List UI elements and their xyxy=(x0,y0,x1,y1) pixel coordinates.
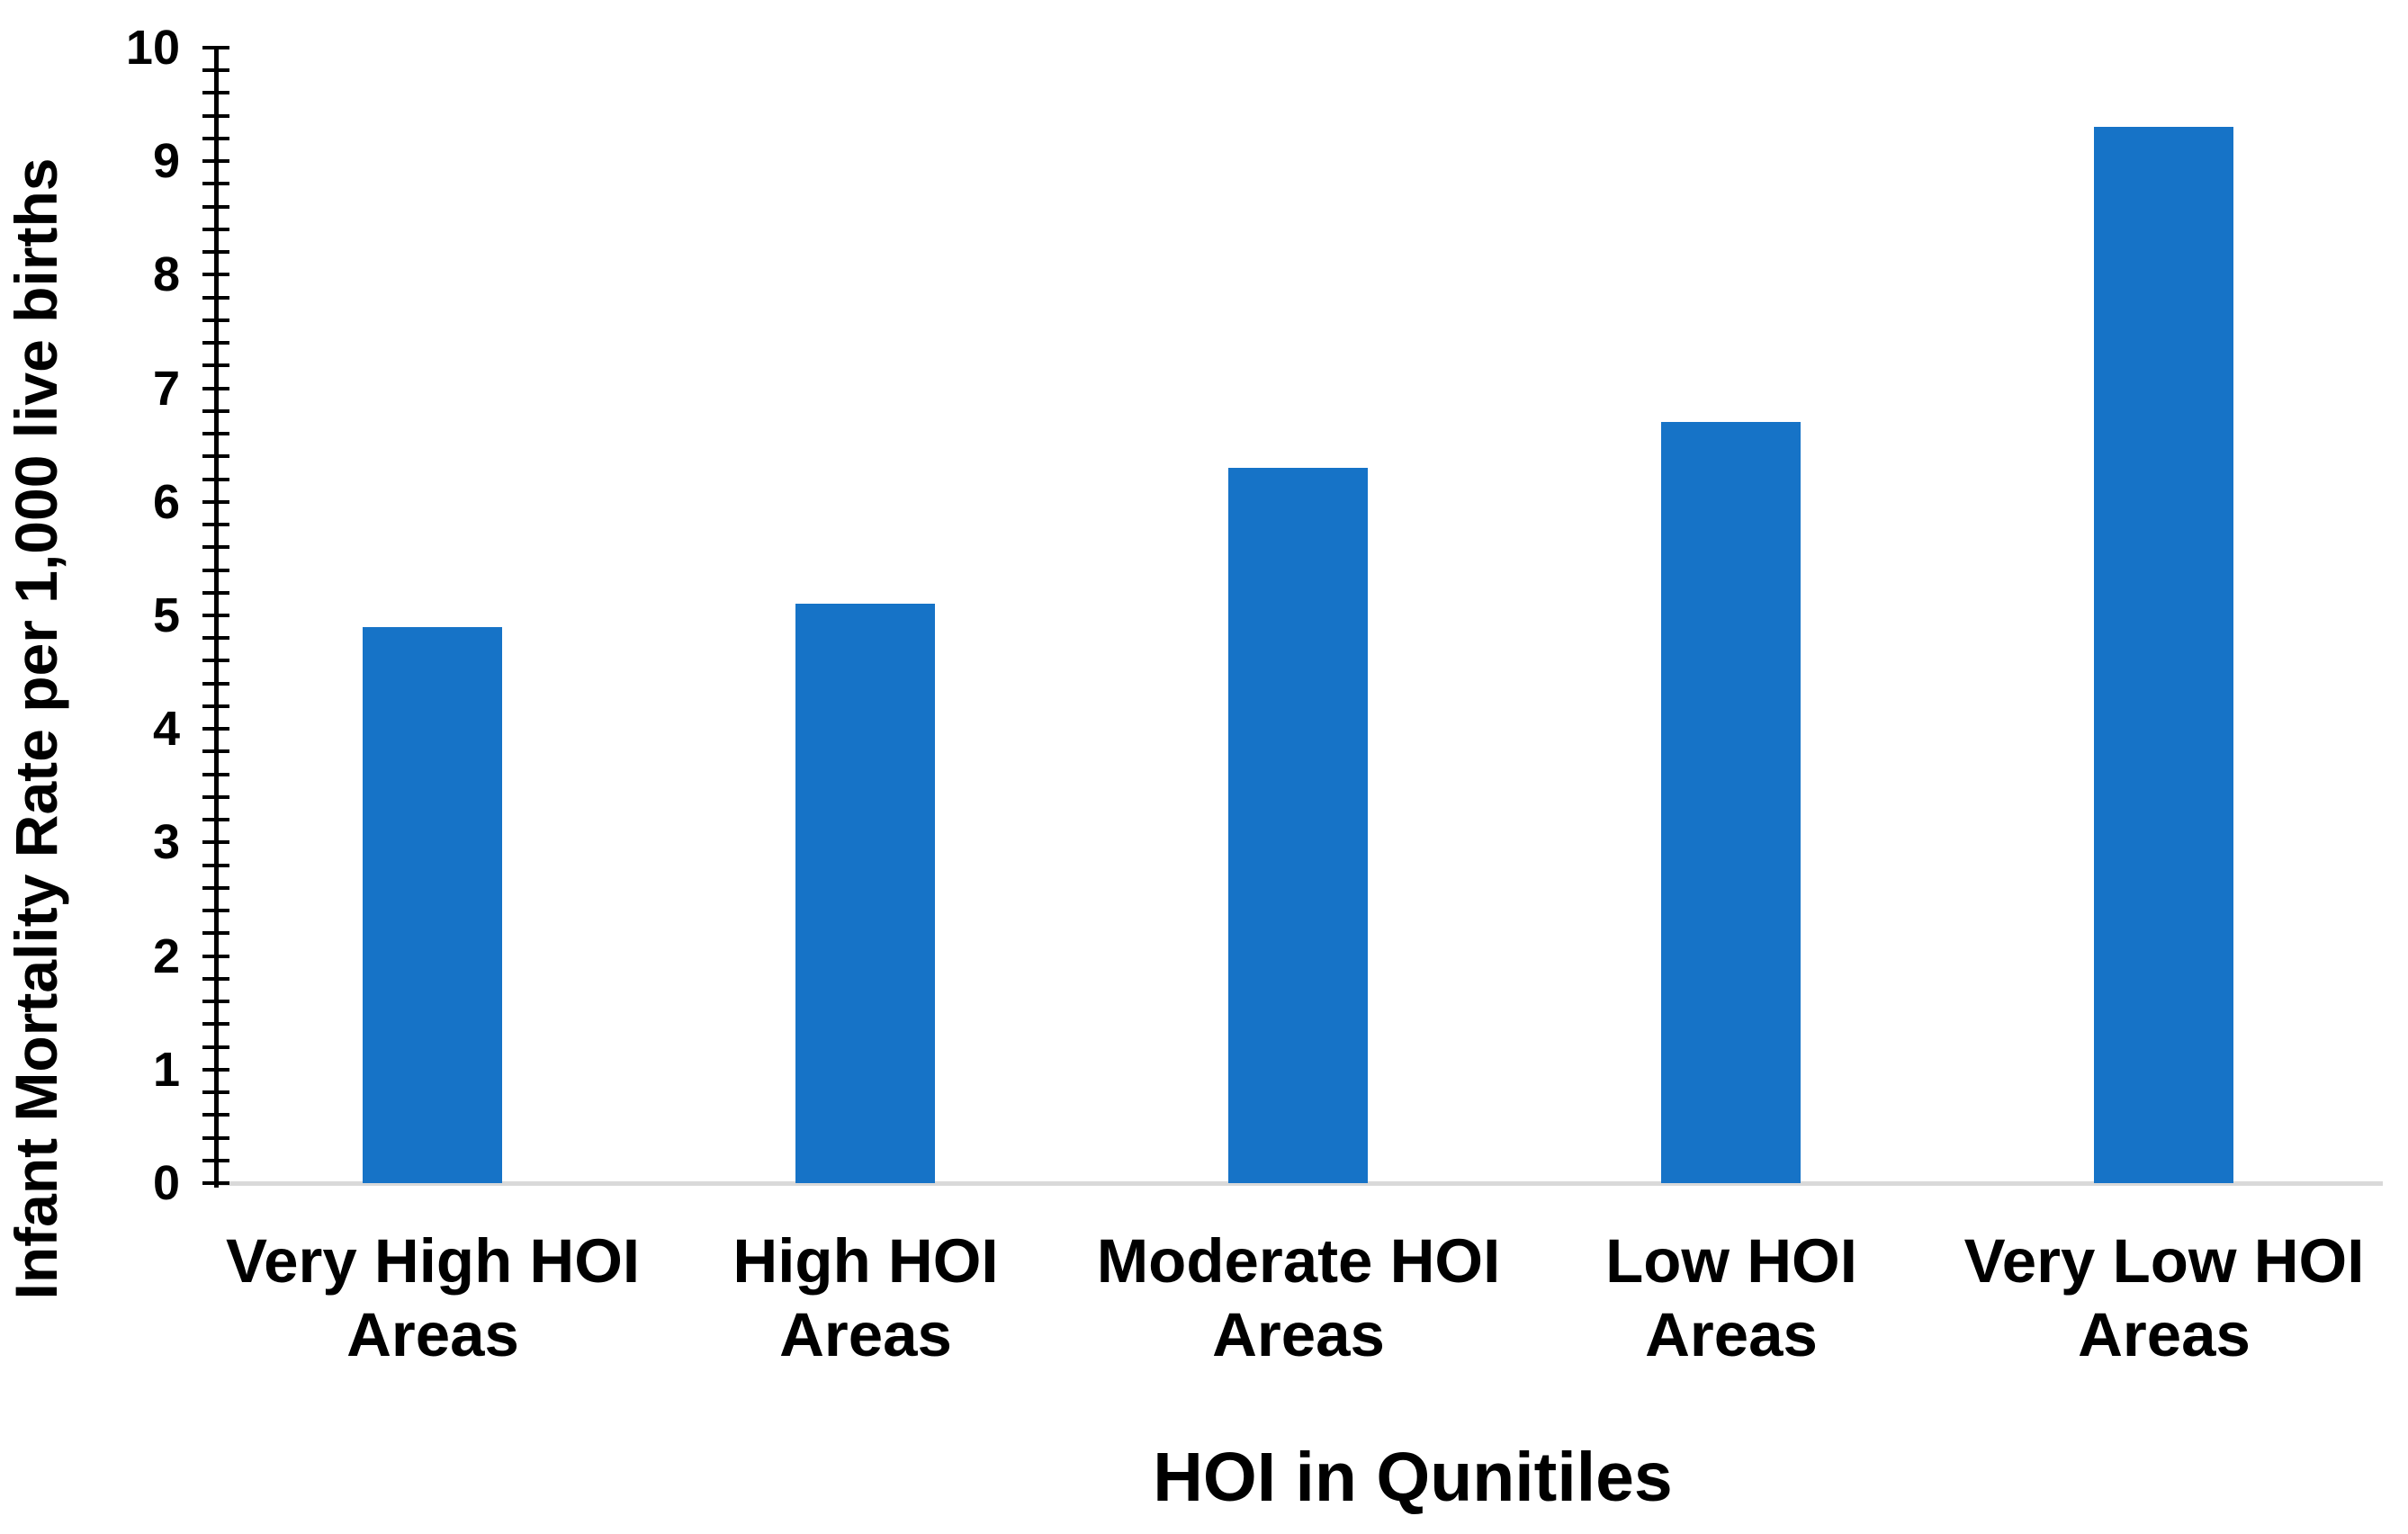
y-axis-tick xyxy=(202,273,229,277)
y-tick-label: 0 xyxy=(152,1156,180,1210)
y-axis-tick xyxy=(202,318,229,322)
y-axis-tick xyxy=(202,91,229,95)
x-category-label: Low HOI Areas xyxy=(1605,1226,1857,1369)
y-axis-tick xyxy=(202,954,229,958)
x-category-label: Moderate HOI Areas xyxy=(1096,1226,1501,1369)
y-axis-tick xyxy=(202,772,229,776)
y-axis-tick xyxy=(202,727,229,731)
y-axis-tick xyxy=(202,113,229,118)
y-tick-label: 8 xyxy=(152,247,180,302)
y-axis-tick xyxy=(202,1022,229,1027)
x-category-label: Very Low HOI Areas xyxy=(1963,1226,2365,1369)
y-axis-tick xyxy=(202,408,229,413)
x-axis-baseline xyxy=(216,1181,2383,1186)
y-axis-tick xyxy=(202,614,229,617)
y-axis-tick xyxy=(202,454,229,459)
y-axis-tick xyxy=(202,909,229,913)
y-axis-tick xyxy=(202,204,229,209)
y-axis-tick xyxy=(202,885,229,890)
y-axis-tick xyxy=(202,1000,229,1004)
y-axis-tick xyxy=(202,46,229,49)
y-axis-tick xyxy=(202,182,229,186)
y-axis-tick xyxy=(202,931,229,936)
y-tick-label: 10 xyxy=(125,21,180,75)
y-axis-tick xyxy=(202,341,229,345)
y-axis-tick xyxy=(202,590,229,595)
y-tick-label: 3 xyxy=(152,815,180,870)
y-axis-tick xyxy=(202,1158,229,1162)
y-axis-tick xyxy=(202,1045,229,1049)
y-axis-tick xyxy=(202,636,229,641)
y-axis-tick xyxy=(202,1090,229,1095)
y-tick-label: 4 xyxy=(152,702,180,757)
y-axis-tick xyxy=(202,1113,229,1117)
y-axis-tick xyxy=(202,818,229,822)
y-tick-label: 7 xyxy=(152,361,180,416)
y-axis-tick xyxy=(202,1181,229,1185)
y-axis-tick xyxy=(202,568,229,572)
bar-very-low-hoi-areas xyxy=(2094,127,2233,1183)
x-category-label: High HOI Areas xyxy=(732,1226,999,1369)
y-axis-tick xyxy=(202,659,229,663)
x-axis-title: HOI in Qunitiles xyxy=(1153,1439,1673,1516)
bar-high-hoi-areas xyxy=(795,604,935,1183)
y-axis-tick xyxy=(202,432,229,436)
y-axis-tick xyxy=(202,545,229,550)
bar-low-hoi-areas xyxy=(1661,422,1801,1183)
y-axis-tick xyxy=(202,1135,229,1140)
y-axis-tick xyxy=(202,386,229,390)
y-axis-tick xyxy=(202,363,229,368)
y-axis-tick xyxy=(202,840,229,845)
y-axis-tick xyxy=(202,976,229,981)
y-tick-label: 1 xyxy=(152,1042,180,1097)
y-axis-tick xyxy=(202,250,229,255)
y-axis-tick xyxy=(202,794,229,799)
y-axis-tick xyxy=(202,159,229,164)
y-axis-tick xyxy=(202,863,229,867)
bar-moderate-hoi-areas xyxy=(1228,468,1368,1183)
bar-very-high-hoi-areas xyxy=(363,627,502,1183)
y-axis-tick xyxy=(202,499,229,504)
y-axis-tick xyxy=(202,1067,229,1072)
y-axis-tick xyxy=(202,749,229,754)
y-axis-tick xyxy=(202,295,229,300)
y-axis-tick xyxy=(202,227,229,231)
x-category-label: Very High HOI Areas xyxy=(225,1226,641,1369)
y-axis-tick xyxy=(202,681,229,686)
y-axis-tick xyxy=(202,136,229,140)
y-axis-tick xyxy=(202,704,229,708)
y-axis-tick xyxy=(202,68,229,73)
y-tick-label: 2 xyxy=(152,928,180,983)
y-tick-label: 5 xyxy=(152,588,180,642)
y-tick-label: 9 xyxy=(152,134,180,189)
y-axis-tick xyxy=(202,477,229,481)
y-tick-label: 6 xyxy=(152,474,180,529)
y-axis-tick xyxy=(202,523,229,527)
